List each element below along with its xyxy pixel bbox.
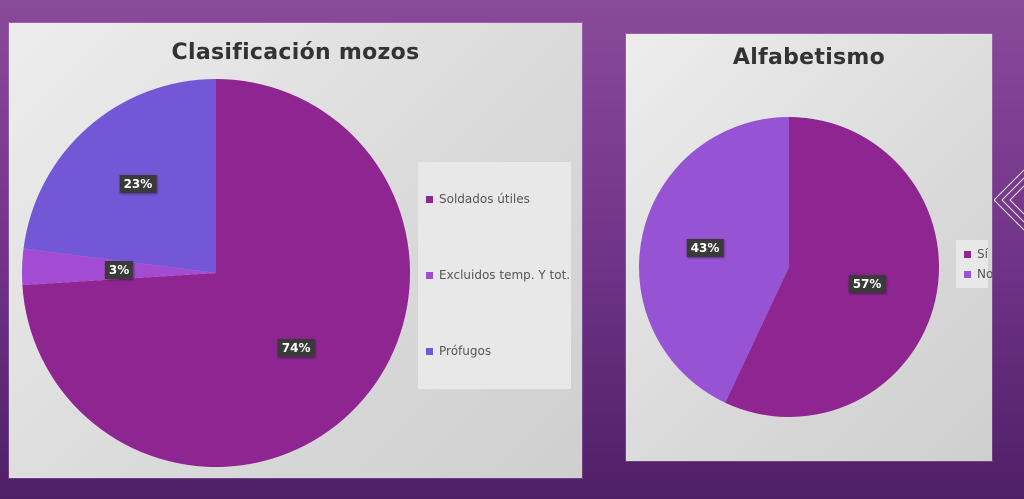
legend-clasificacion: Soldados útiles Excluidos temp. Y tot. Pró… xyxy=(418,162,571,389)
legend-swatch xyxy=(426,271,433,279)
legend-label: Excluidos temp. Y tot. xyxy=(439,268,571,282)
legend-item-profugos: Prófugos xyxy=(426,344,491,358)
legend-label: Prófugos xyxy=(439,344,492,358)
data-label-profugos: 23% xyxy=(119,175,157,194)
pie-slice-si xyxy=(725,117,939,417)
pie-slice-no xyxy=(639,117,789,403)
legend-label: Soldados útiles xyxy=(439,192,530,206)
chart-panel-clasificacion: Clasificación mozos Soldados útiles Exclu… xyxy=(9,23,582,478)
chart-title: Alfabetismo xyxy=(732,45,886,70)
data-label-no: 43% xyxy=(686,239,724,258)
chart-panel-alfabetismo: Alfabetismo Sí No 57% 43% xyxy=(626,34,993,461)
legend-item-si: Sí xyxy=(964,247,988,261)
data-label-soldados-utiles: 74% xyxy=(277,339,315,358)
legend-swatch xyxy=(964,270,971,278)
legend-item-soldados-utiles: Soldados útiles xyxy=(426,192,530,206)
legend-item-no: No xyxy=(964,267,993,281)
legend-label: No xyxy=(977,267,994,281)
legend-alfabetismo: Sí No xyxy=(956,240,993,288)
decorative-chevron-lines xyxy=(994,169,1024,231)
pie-chart-alfabetismo xyxy=(639,117,939,417)
data-label-excluidos-temp-y-tot: 3% xyxy=(104,260,134,279)
legend-label: Sí xyxy=(977,247,988,261)
pie-slice-soldados-utiles xyxy=(22,79,411,468)
chart-title: Clasificación mozos xyxy=(171,40,420,65)
legend-item-excluidos-temp-y-tot: Excluidos temp. Y tot. xyxy=(426,268,570,282)
legend-swatch xyxy=(426,195,433,203)
legend-swatch xyxy=(964,250,971,258)
legend-swatch xyxy=(426,347,433,355)
data-label-si: 57% xyxy=(848,275,886,294)
